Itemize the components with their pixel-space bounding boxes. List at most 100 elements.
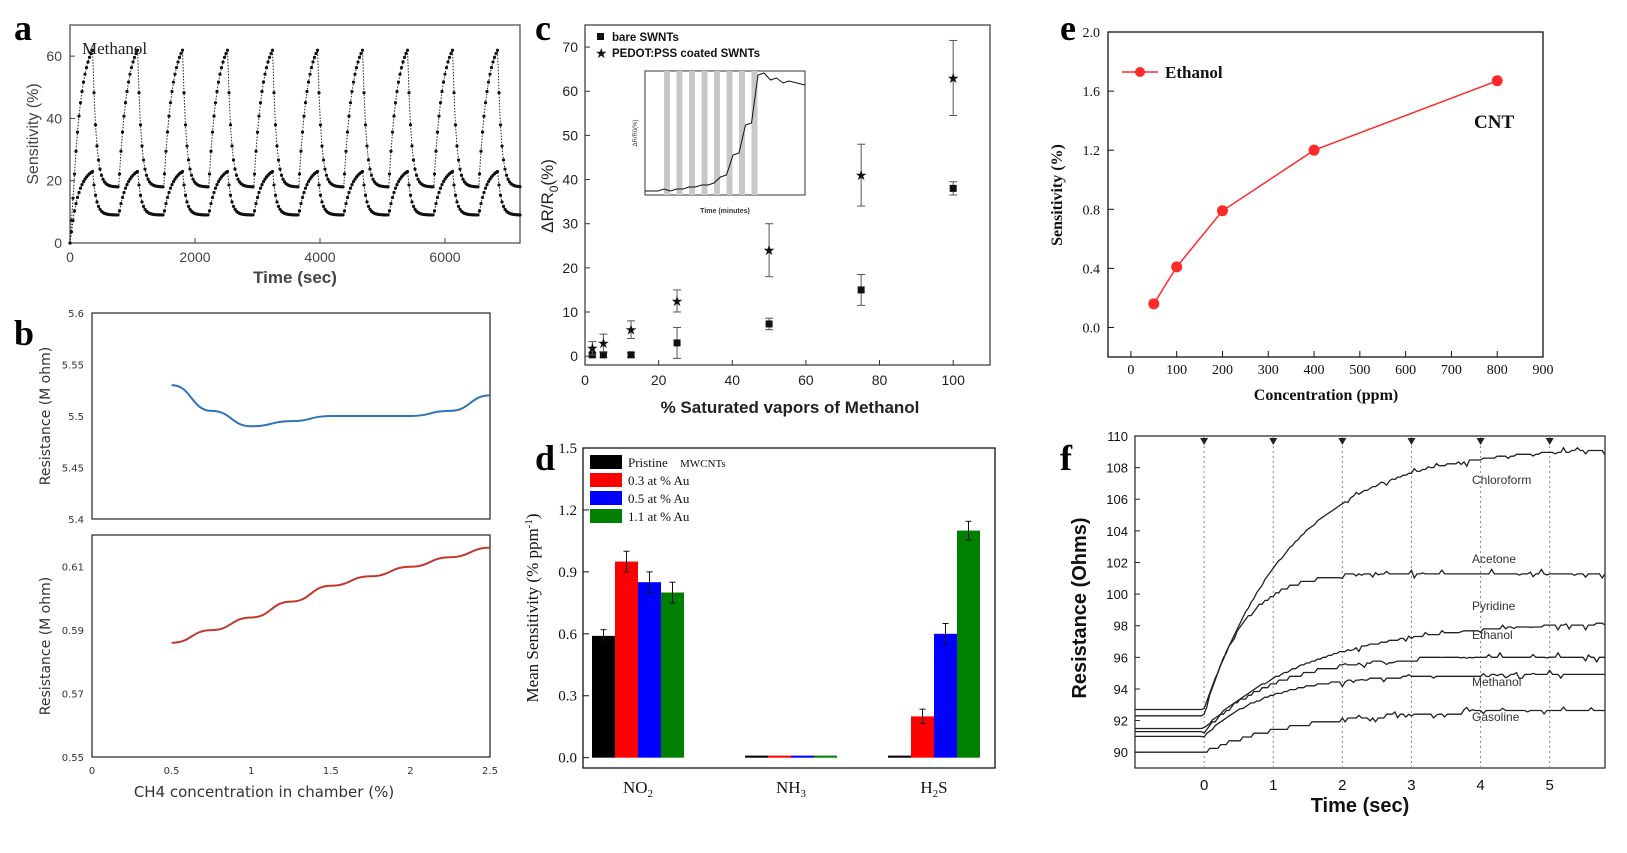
data-point-upper: [443, 72, 447, 76]
y-tick-label: 102: [1106, 555, 1128, 570]
panel-e-annotation: CNT: [1474, 112, 1514, 133]
data-point-upper: [351, 80, 356, 84]
data-point-upper: [305, 89, 309, 94]
legend-extra-label: MWCNTs: [680, 458, 726, 470]
series-line-Ethanol: [1135, 651, 1605, 735]
data-point-upper: [174, 65, 179, 70]
series-label-Chloroform: Chloroform: [1472, 473, 1531, 487]
data-point-upper: [503, 167, 507, 171]
x-tick-label: 0: [581, 372, 589, 388]
data-point-upper: [93, 123, 98, 127]
inset-exposure-band: [739, 71, 745, 195]
data-point-upper: [492, 55, 497, 59]
data-point-upper: [494, 51, 498, 56]
data-point-upper: [144, 173, 149, 177]
data-point-lower: [482, 190, 486, 195]
data-point-upper: [219, 65, 224, 70]
x-tick-label: 2.5: [482, 766, 498, 777]
data-point-upper: [117, 172, 122, 176]
data-point-upper: [371, 177, 375, 181]
y-tick-label: 60: [46, 48, 62, 64]
data-point-upper: [500, 144, 504, 148]
panel-c-ylabel: ΔR/R0(%): [538, 159, 561, 233]
data-point-upper: [350, 89, 354, 94]
data-point-lower: [210, 195, 215, 200]
data-point-upper: [176, 60, 180, 64]
data-point-lower: [182, 183, 186, 187]
data-point-upper: [323, 167, 327, 171]
legend-marker-pedot: ★: [595, 46, 608, 62]
data-point-lower: [405, 169, 410, 174]
x-tick-label: 2: [1338, 777, 1346, 794]
data-point-upper: [447, 55, 452, 59]
data-point-lower: [480, 195, 485, 200]
data-point-lower: [438, 186, 443, 190]
data-point-upper: [321, 158, 326, 162]
data-point-lower: [80, 183, 84, 187]
bar-0.5 at % Au: [934, 633, 957, 758]
data-point-upper: [225, 48, 230, 52]
data-point-upper: [365, 144, 369, 148]
data-point-upper: [78, 101, 83, 105]
data-point-upper: [458, 167, 462, 171]
x-tick-label: 200: [1212, 363, 1233, 378]
category-main: NH: [776, 778, 801, 797]
data-point-upper: [455, 144, 459, 148]
data-point-bare: [627, 351, 635, 359]
data-point-lower: [230, 200, 234, 204]
data-point-upper: [77, 114, 81, 118]
series-label-Methanol: Methanol: [1472, 675, 1521, 689]
bar-Pristine: [745, 755, 768, 758]
data-point-bare: [673, 339, 681, 347]
x-tick-label: 5: [1546, 777, 1554, 794]
x-tick-label: 400: [1304, 363, 1325, 378]
data-point-upper: [252, 172, 257, 176]
data-point-upper: [123, 101, 128, 105]
data-point-upper: [87, 55, 92, 59]
data-point-upper: [488, 72, 492, 76]
y-tick-label: 10: [562, 304, 578, 320]
data-point-lower: [207, 209, 212, 213]
data-point-upper: [482, 114, 486, 118]
data-point-upper: [357, 55, 362, 59]
panel-e-ylabel: Sensitivity (%): [1049, 144, 1066, 246]
data-point-lower: [407, 183, 411, 187]
data-point-upper: [254, 149, 258, 153]
data-point-lower: [497, 183, 501, 187]
data-point-upper: [140, 144, 144, 148]
data-point-lower: [362, 183, 366, 187]
data-point-upper: [273, 123, 278, 127]
data-point-upper: [396, 80, 401, 84]
panel-b-top-ylabel: Resistance (M ohm): [38, 347, 54, 485]
y-tick-label: 108: [1106, 461, 1128, 476]
x-tick-label: 6000: [429, 249, 460, 265]
data-point-upper: [401, 60, 405, 64]
data-point-lower: [390, 195, 395, 200]
series-line-Chloroform: [1135, 446, 1606, 711]
data-point-lower: [138, 193, 143, 197]
data-point-lower: [95, 200, 99, 204]
bar-0.5 at % Au: [791, 755, 814, 758]
data-point-lower: [168, 186, 173, 190]
data-point-upper: [75, 130, 80, 134]
data-point-lower: [495, 169, 500, 174]
event-marker: [1269, 438, 1278, 445]
data-point-lower: [170, 183, 174, 187]
data-point-upper: [486, 80, 491, 84]
data-point-upper: [234, 173, 239, 177]
y-tick-label: 90: [1114, 745, 1128, 760]
data-point-upper: [402, 55, 407, 59]
data-point-lower: [411, 204, 416, 208]
legend-label-1: 0.3 at % Au: [628, 473, 690, 488]
x-tick-label: 800: [1487, 363, 1508, 378]
data-point-upper: [135, 48, 140, 52]
data-point-lower: [408, 193, 413, 197]
x-tick-label: 1: [1269, 777, 1277, 794]
data-point-lower: [351, 180, 356, 184]
y-tick-label: 5.45: [62, 464, 84, 475]
data-point-lower: [303, 186, 308, 190]
data-point-upper: [131, 60, 135, 64]
panel-c-frame: [584, 24, 991, 366]
